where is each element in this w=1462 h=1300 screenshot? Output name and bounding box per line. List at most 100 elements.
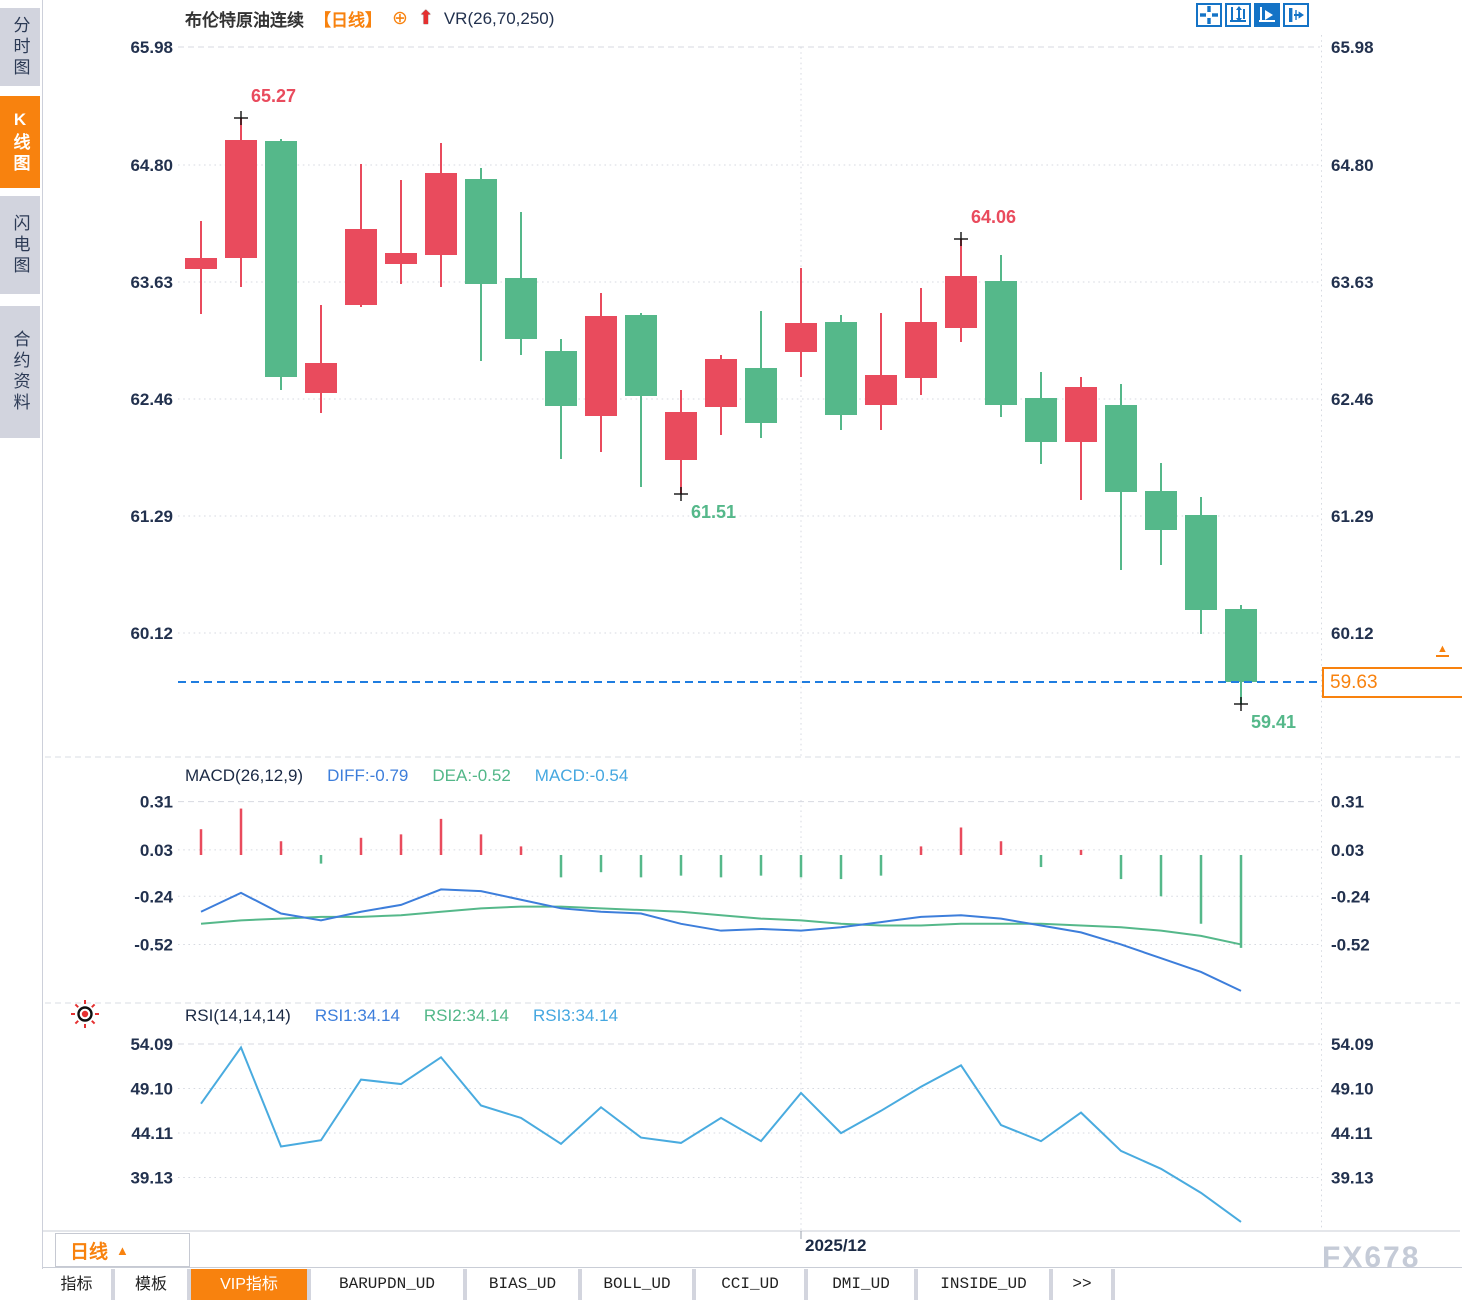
candle-body <box>1145 491 1177 530</box>
y-axis-tick-left: 65.98 <box>130 38 173 57</box>
candle-body <box>1185 515 1217 610</box>
y-axis-tick-left: 54.09 <box>130 1035 173 1054</box>
macd-header: MACD(26,12,9) DIFF:-0.79 DEA:-0.52 MACD:… <box>185 766 628 786</box>
extreme-price-label: 59.41 <box>1251 712 1296 732</box>
tab-more[interactable]: >> <box>1053 1269 1111 1300</box>
y-axis-tick-right: 63.63 <box>1331 273 1374 292</box>
y-axis-tick-right: 60.12 <box>1331 624 1374 643</box>
symbol-name: 布伦特原油连续 <box>185 11 304 30</box>
tab-inside-ud[interactable]: INSIDE_UD <box>918 1269 1049 1300</box>
tab-vip-indicators[interactable]: VIP指标 <box>191 1269 307 1300</box>
extreme-price-label: 61.51 <box>691 502 736 522</box>
y-axis-tick-right: 61.29 <box>1331 507 1374 526</box>
candle-body <box>425 173 457 255</box>
macd-dea-value: DEA:-0.52 <box>432 766 511 785</box>
candle-body <box>505 278 537 339</box>
candle-body <box>905 322 937 378</box>
macd-diff-value: DIFF:-0.79 <box>327 766 409 785</box>
sidebar-item-timeshare-chart[interactable]: 分时图 <box>0 8 40 86</box>
period-expand-icon: ▲ <box>116 1242 129 1258</box>
y-axis-tick-left: -0.24 <box>134 887 173 906</box>
crosshair-tool-icon[interactable] <box>1196 3 1222 27</box>
candle-body <box>1025 398 1057 442</box>
rsi-line <box>200 1045 1242 1223</box>
diff-line <box>200 888 1242 992</box>
rsi-header: RSI(14,14,14) RSI1:34.14 RSI2:34.14 RSI3… <box>185 1006 618 1026</box>
overlay-indicator-label: VR(26,70,250) <box>443 8 555 28</box>
tab-barupdn-ud[interactable]: BARUPDN_UD <box>311 1269 463 1300</box>
y-axis-tick-right: 64.80 <box>1331 156 1374 175</box>
x-axis-date-label: 2025/12 <box>805 1236 867 1255</box>
y-axis-tick-left: -0.52 <box>134 935 173 954</box>
rsi-params-label: RSI(14,14,14) <box>185 1006 291 1025</box>
candle-body <box>1105 405 1137 492</box>
y-axis-tick-left: 61.29 <box>130 507 173 526</box>
candle-body <box>865 375 897 405</box>
candle-body <box>945 276 977 328</box>
collapse-panel-tool-icon[interactable] <box>1283 3 1309 27</box>
candle-body <box>745 368 777 423</box>
macd-macd-value: MACD:-0.54 <box>534 766 629 785</box>
period-selector-button[interactable]: 日线 ▲ <box>55 1233 190 1267</box>
candle-body <box>345 229 377 305</box>
y-axis-tick-left: 44.11 <box>131 1124 173 1143</box>
y-axis-tick-right: 49.10 <box>1331 1080 1374 1099</box>
candle-body <box>585 316 617 416</box>
tab-dmi-ud[interactable]: DMI_UD <box>808 1269 914 1300</box>
rsi3-value: RSI3:34.14 <box>532 1006 619 1025</box>
y-axis-tick-right: 62.46 <box>1331 390 1374 409</box>
macd-params-label: MACD(26,12,9) <box>185 766 304 785</box>
auto-fit-tool-icon[interactable] <box>1254 3 1280 27</box>
axis-zoom-tool-icon[interactable] <box>1225 3 1251 27</box>
y-axis-tick-right: 0.31 <box>1331 793 1364 812</box>
candle-body <box>1065 387 1097 442</box>
sidebar-item-kline-chart[interactable]: K线图 <box>0 96 40 188</box>
y-axis-tick-left: 60.12 <box>130 624 173 643</box>
candle-body <box>785 323 817 352</box>
tab-templates[interactable]: 模板 <box>115 1269 187 1300</box>
jump-to-latest-icon[interactable]: ▲ <box>1436 643 1449 657</box>
period-label: 日线 <box>70 1241 109 1263</box>
y-axis-tick-left: 62.46 <box>130 390 173 409</box>
tab-indicators[interactable]: 指标 <box>42 1269 111 1300</box>
tab-bar-filler <box>1115 1269 1462 1300</box>
y-axis-tick-left: 49.10 <box>130 1080 173 1099</box>
candle-body <box>265 141 297 377</box>
price-up-arrow-icon: ⬆ <box>417 8 434 29</box>
left-sidebar: 分时图 K线图 闪电图 合约资料 <box>0 0 43 1300</box>
sidebar-item-lightning-chart[interactable]: 闪电图 <box>0 196 40 294</box>
tab-bias-ud[interactable]: BIAS_UD <box>467 1269 578 1300</box>
rsi2-value: RSI2:34.14 <box>423 1006 509 1025</box>
y-axis-tick-right: 0.03 <box>1331 841 1364 860</box>
candle-body <box>1225 609 1257 682</box>
y-axis-tick-right: 54.09 <box>1331 1035 1374 1054</box>
chart-title-bar: 布伦特原油连续 【日线】 ⊕ ⬆ VR(26,70,250) <box>185 6 554 31</box>
tab-cci-ud[interactable]: CCI_UD <box>696 1269 804 1300</box>
tab-boll-ud[interactable]: BOLL_UD <box>582 1269 692 1300</box>
rsi1-value: RSI1:34.14 <box>314 1006 400 1025</box>
candle-body <box>545 351 577 406</box>
candle-body <box>665 412 697 460</box>
y-axis-tick-left: 63.63 <box>130 273 173 292</box>
sidebar-item-contract-info[interactable]: 合约资料 <box>0 306 40 438</box>
dea-line <box>200 905 1242 946</box>
candle-body <box>625 315 657 396</box>
y-axis-tick-right: -0.24 <box>1331 887 1370 906</box>
y-axis-tick-right: 44.11 <box>1331 1124 1373 1143</box>
indicator-settings-sun-icon[interactable] <box>70 999 100 1029</box>
extreme-price-label: 65.27 <box>251 86 296 106</box>
y-axis-tick-left: 0.03 <box>140 841 173 860</box>
y-axis-tick-left: 0.31 <box>140 793 173 812</box>
chart-toolbar <box>1196 3 1309 27</box>
period-tag: 【日线】 <box>314 11 382 30</box>
candle-body <box>305 363 337 393</box>
y-axis-tick-right: 39.13 <box>1331 1168 1374 1187</box>
candle-body <box>385 253 417 264</box>
indicator-tab-bar: 指标 模板 VIP指标 BARUPDN_UD BIAS_UD BOLL_UD C… <box>42 1269 1462 1300</box>
candle-body <box>705 359 737 407</box>
add-indicator-icon[interactable]: ⊕ <box>392 8 408 29</box>
current-price-badge: 59.63 <box>1322 667 1462 698</box>
y-axis-tick-right: -0.52 <box>1331 935 1370 954</box>
